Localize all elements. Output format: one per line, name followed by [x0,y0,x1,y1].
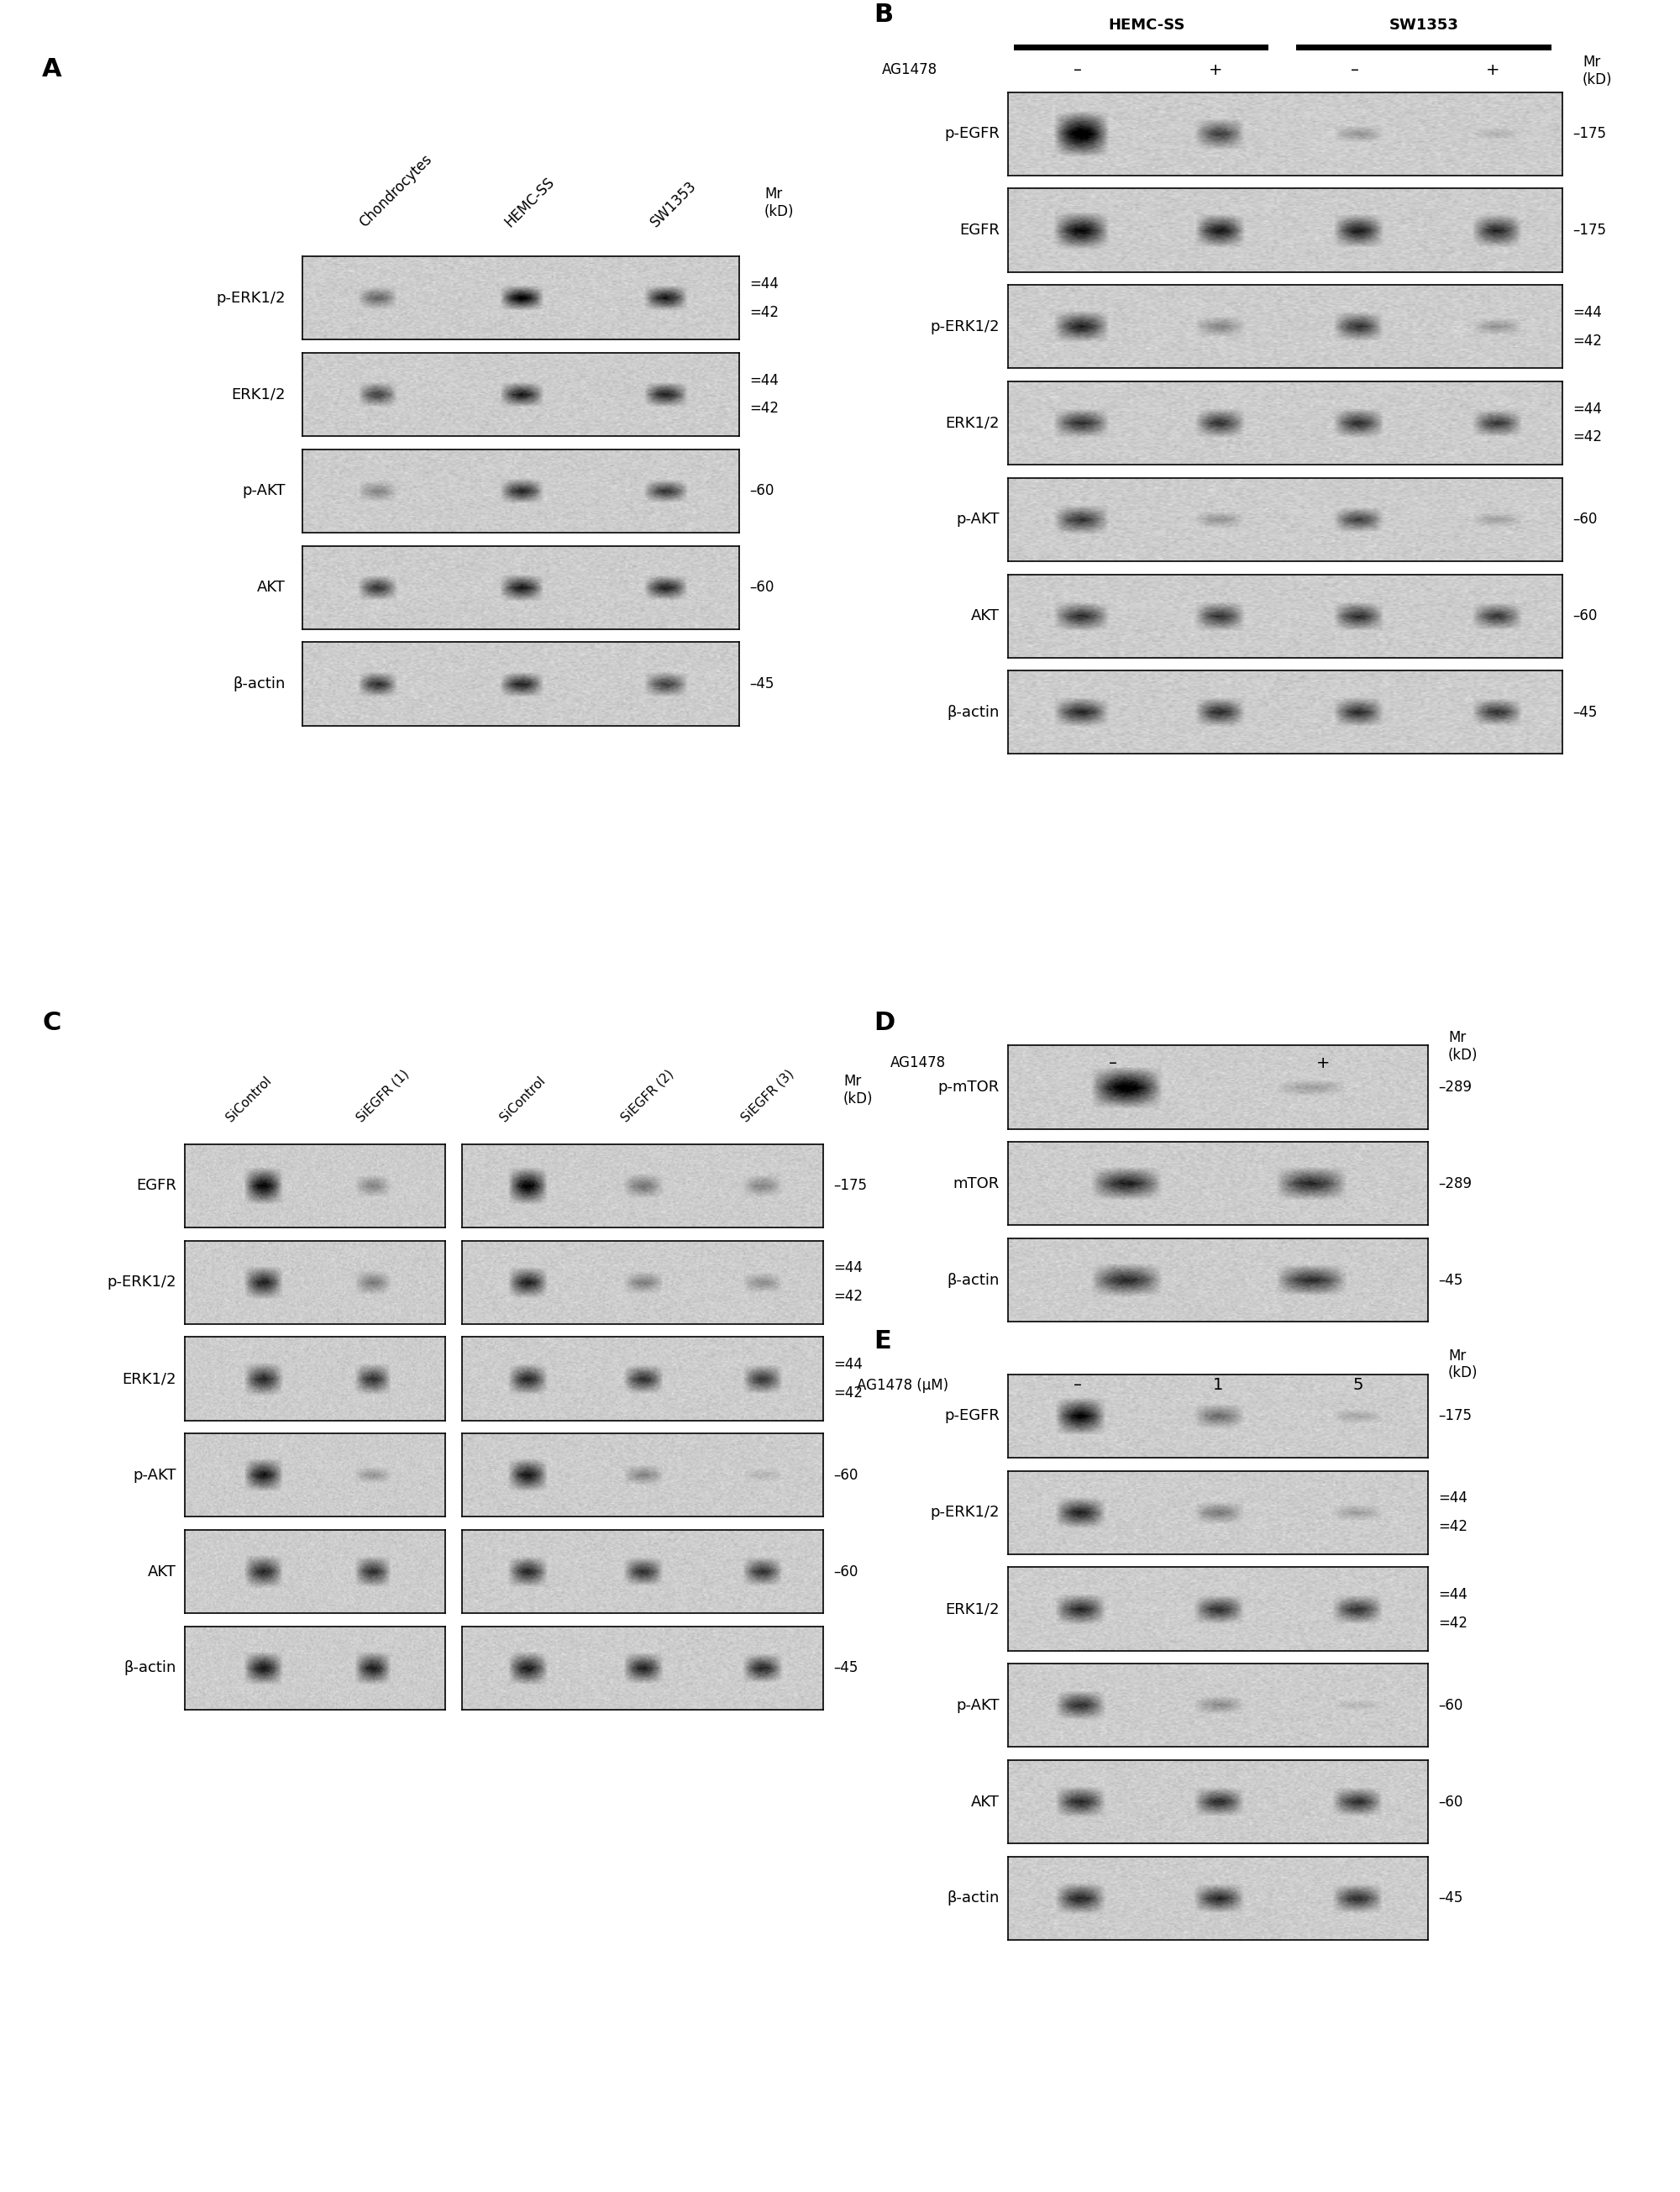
Text: p-AKT: p-AKT [956,1699,1000,1712]
Text: SiEGFR (2): SiEGFR (2) [618,1068,675,1124]
Text: ERK1/2: ERK1/2 [946,1602,1000,1616]
Text: HEMC-SS: HEMC-SS [502,175,558,230]
Text: SiEGFR (3): SiEGFR (3) [739,1068,796,1124]
Text: =42: =42 [833,1289,864,1304]
Text: p-ERK1/2: p-ERK1/2 [108,1276,176,1289]
Text: Mr
(kD): Mr (kD) [1448,1030,1478,1063]
Text: –60: –60 [749,484,774,498]
Text: p-mTOR: p-mTOR [937,1081,1000,1094]
Text: =42: =42 [1438,1519,1468,1534]
Text: –60: –60 [1572,609,1598,623]
Text: =42: =42 [833,1385,864,1401]
Text: SiEGFR (1): SiEGFR (1) [354,1068,412,1124]
Text: SW1353: SW1353 [1389,18,1458,33]
Text: SiControl: SiControl [223,1074,274,1124]
Text: –175: –175 [1572,224,1606,237]
Text: ERK1/2: ERK1/2 [232,388,286,401]
Text: –60: –60 [833,1469,858,1482]
Text: =42: =42 [749,401,780,416]
Text: –60: –60 [1438,1795,1463,1808]
Text: β-actin: β-actin [124,1662,176,1675]
Text: –175: –175 [1572,127,1606,140]
Text: =44: =44 [749,276,778,292]
Text: –289: –289 [1438,1177,1472,1190]
Text: EGFR: EGFR [136,1179,176,1192]
Text: 5: 5 [1352,1377,1362,1394]
Text: =44: =44 [1572,401,1601,416]
Text: β-actin: β-actin [948,1892,1000,1905]
Text: A: A [42,57,62,81]
Text: +: + [1210,61,1223,79]
Text: –: – [1074,61,1082,79]
Text: =42: =42 [1572,430,1603,445]
Text: –45: –45 [1572,706,1598,719]
Text: β-actin: β-actin [948,706,1000,719]
Text: –: – [1074,1377,1082,1394]
Text: =42: =42 [1572,333,1603,349]
Text: B: B [874,2,894,26]
Text: p-AKT: p-AKT [242,484,286,498]
Text: AG1478 (μM): AG1478 (μM) [857,1379,949,1392]
Text: –60: –60 [1572,513,1598,526]
Text: =44: =44 [1438,1587,1467,1602]
Text: 1: 1 [1213,1377,1223,1394]
Text: =44: =44 [833,1357,862,1372]
Text: AKT: AKT [148,1565,176,1578]
Text: Mr
(kD): Mr (kD) [1583,55,1613,88]
Text: –45: –45 [833,1662,858,1675]
Text: p-AKT: p-AKT [956,513,1000,526]
Text: AG1478: AG1478 [882,64,937,77]
Text: –: – [1351,61,1359,79]
Text: AKT: AKT [257,581,286,594]
Text: p-ERK1/2: p-ERK1/2 [931,1506,1000,1519]
Text: p-AKT: p-AKT [133,1469,176,1482]
Text: +: + [1487,61,1500,79]
Text: –289: –289 [1438,1081,1472,1094]
Text: β-actin: β-actin [234,677,286,690]
Text: p-EGFR: p-EGFR [944,127,1000,140]
Text: Chondrocytes: Chondrocytes [356,151,435,230]
Text: mTOR: mTOR [953,1177,1000,1190]
Text: –: – [1109,1054,1117,1072]
Text: =44: =44 [1572,305,1601,320]
Text: D: D [874,1011,895,1035]
Text: –175: –175 [1438,1409,1472,1423]
Text: AKT: AKT [971,609,1000,623]
Text: Mr
(kD): Mr (kD) [843,1074,874,1107]
Text: –45: –45 [1438,1892,1463,1905]
Text: =44: =44 [833,1260,862,1276]
Text: Mr
(kD): Mr (kD) [764,186,795,219]
Text: SW1353: SW1353 [647,178,699,230]
Text: –60: –60 [1438,1699,1463,1712]
Text: β-actin: β-actin [948,1274,1000,1287]
Text: =44: =44 [1438,1491,1467,1506]
Text: SiControl: SiControl [499,1074,548,1124]
Text: C: C [42,1011,60,1035]
Text: –175: –175 [833,1179,867,1192]
Text: –45: –45 [1438,1274,1463,1287]
Text: p-ERK1/2: p-ERK1/2 [931,320,1000,333]
Text: +: + [1315,1054,1331,1072]
Text: =44: =44 [749,373,778,388]
Text: EGFR: EGFR [959,224,1000,237]
Text: ERK1/2: ERK1/2 [946,416,1000,430]
Text: –60: –60 [749,581,774,594]
Text: p-EGFR: p-EGFR [944,1409,1000,1423]
Text: =42: =42 [1438,1616,1468,1631]
Text: –60: –60 [833,1565,858,1578]
Text: Mr
(kD): Mr (kD) [1448,1348,1478,1381]
Text: =42: =42 [749,305,780,320]
Text: ERK1/2: ERK1/2 [123,1372,176,1385]
Text: HEMC-SS: HEMC-SS [1109,18,1184,33]
Text: AKT: AKT [971,1795,1000,1808]
Text: p-ERK1/2: p-ERK1/2 [217,292,286,305]
Text: AG1478: AG1478 [890,1057,946,1070]
Text: E: E [874,1328,890,1352]
Text: –45: –45 [749,677,774,690]
